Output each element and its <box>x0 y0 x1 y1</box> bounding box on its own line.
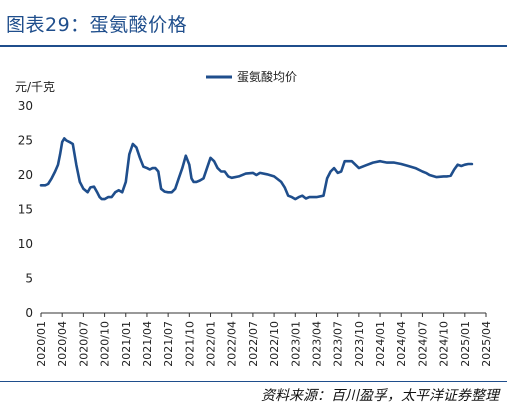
y-tick-label: 20 <box>18 168 33 182</box>
x-tick-label: 2023/04 <box>310 321 323 367</box>
x-tick-label: 2025/01 <box>459 321 472 367</box>
x-tick-label: 2020/07 <box>77 321 90 367</box>
y-tick-label: 5 <box>25 272 33 286</box>
x-tick-label: 2022/01 <box>205 321 218 367</box>
x-tick-label: 2024/04 <box>395 321 408 367</box>
footer-rule <box>0 381 507 382</box>
y-tick-label: 15 <box>18 203 33 217</box>
y-tick-label: 0 <box>25 306 33 320</box>
x-tick-label: 2024/10 <box>438 321 451 367</box>
x-tick-label: 2021/01 <box>120 321 133 367</box>
x-tick-label: 2022/04 <box>226 321 239 367</box>
y-tick-label: 25 <box>18 134 33 148</box>
x-tick-label: 2022/10 <box>268 321 281 367</box>
x-tick-label: 2021/10 <box>183 321 196 367</box>
x-tick-label: 2025/04 <box>480 321 493 367</box>
x-tick-label: 2024/01 <box>374 321 387 367</box>
x-tick-label: 2023/10 <box>353 321 366 367</box>
x-tick-label: 2020/04 <box>56 321 69 367</box>
x-tick-label: 2024/07 <box>416 321 429 367</box>
x-tick-label: 2020/01 <box>35 321 48 367</box>
x-tick-label: 2020/10 <box>99 321 112 367</box>
x-tick-label: 2021/07 <box>162 321 175 367</box>
chart-title: 图表29：蛋氨酸价格 <box>6 14 188 36</box>
source-note: 资料来源：百川盈孚，太平洋证券整理 <box>261 388 499 404</box>
legend-label: 蛋氨酸均价 <box>237 69 297 84</box>
x-tick-label: 2023/07 <box>332 321 345 367</box>
x-tick-label: 2021/04 <box>141 321 154 367</box>
y-tick-label: 30 <box>18 99 33 113</box>
x-tick-label: 2023/01 <box>289 321 302 367</box>
y-axis-label: 元/千克 <box>15 80 55 94</box>
x-tick-label: 2022/07 <box>247 321 260 367</box>
y-tick-label: 10 <box>18 237 33 251</box>
title-underline <box>0 45 507 47</box>
series-line <box>39 137 474 201</box>
